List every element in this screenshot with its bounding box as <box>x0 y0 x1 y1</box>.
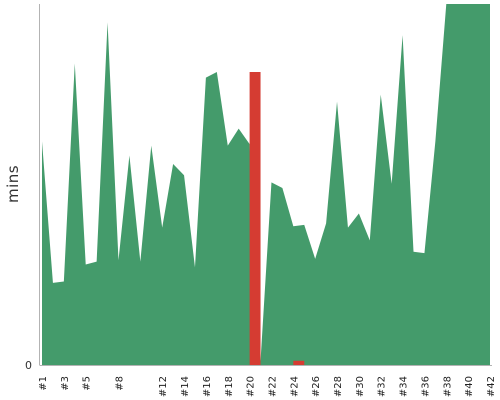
highlight-segment-1 <box>249 71 261 365</box>
highlight-segment-2 <box>293 360 305 365</box>
x-tick-label: #20 <box>246 376 257 397</box>
x-tick-label: #40 <box>464 376 475 397</box>
x-tick-label: #36 <box>420 376 431 397</box>
x-tick-label: #14 <box>180 376 191 397</box>
plot-area <box>42 4 490 365</box>
x-tick-label: #42 <box>486 376 497 397</box>
x-tick-label: #26 <box>311 376 322 397</box>
x-tick-label: #1 <box>38 376 49 391</box>
x-tick-label: #3 <box>60 376 71 391</box>
x-tick-label: #12 <box>158 376 169 397</box>
x-tick-label: #5 <box>82 376 93 391</box>
x-tick-label: #38 <box>442 376 453 397</box>
x-tick-label: #24 <box>289 376 300 397</box>
area-series <box>42 4 490 365</box>
x-tick-label: #28 <box>333 376 344 397</box>
x-tick-label: #8 <box>114 376 125 391</box>
x-tick-labels: #1 #3 #5 #8 #12 #14 #16 #18 #20 #22 #24 #26 #28 #30 #3… <box>38 376 497 397</box>
x-tick-label: #30 <box>355 376 366 397</box>
x-tick-label: #16 <box>202 376 213 397</box>
y-axis-label: mins <box>4 165 22 203</box>
x-tick-label: #18 <box>224 376 235 397</box>
y-tick-label-0: 0 <box>25 359 32 372</box>
x-tick-label: #32 <box>377 376 388 397</box>
x-tick-label: #22 <box>267 376 278 397</box>
x-tick-label: #34 <box>399 376 410 397</box>
